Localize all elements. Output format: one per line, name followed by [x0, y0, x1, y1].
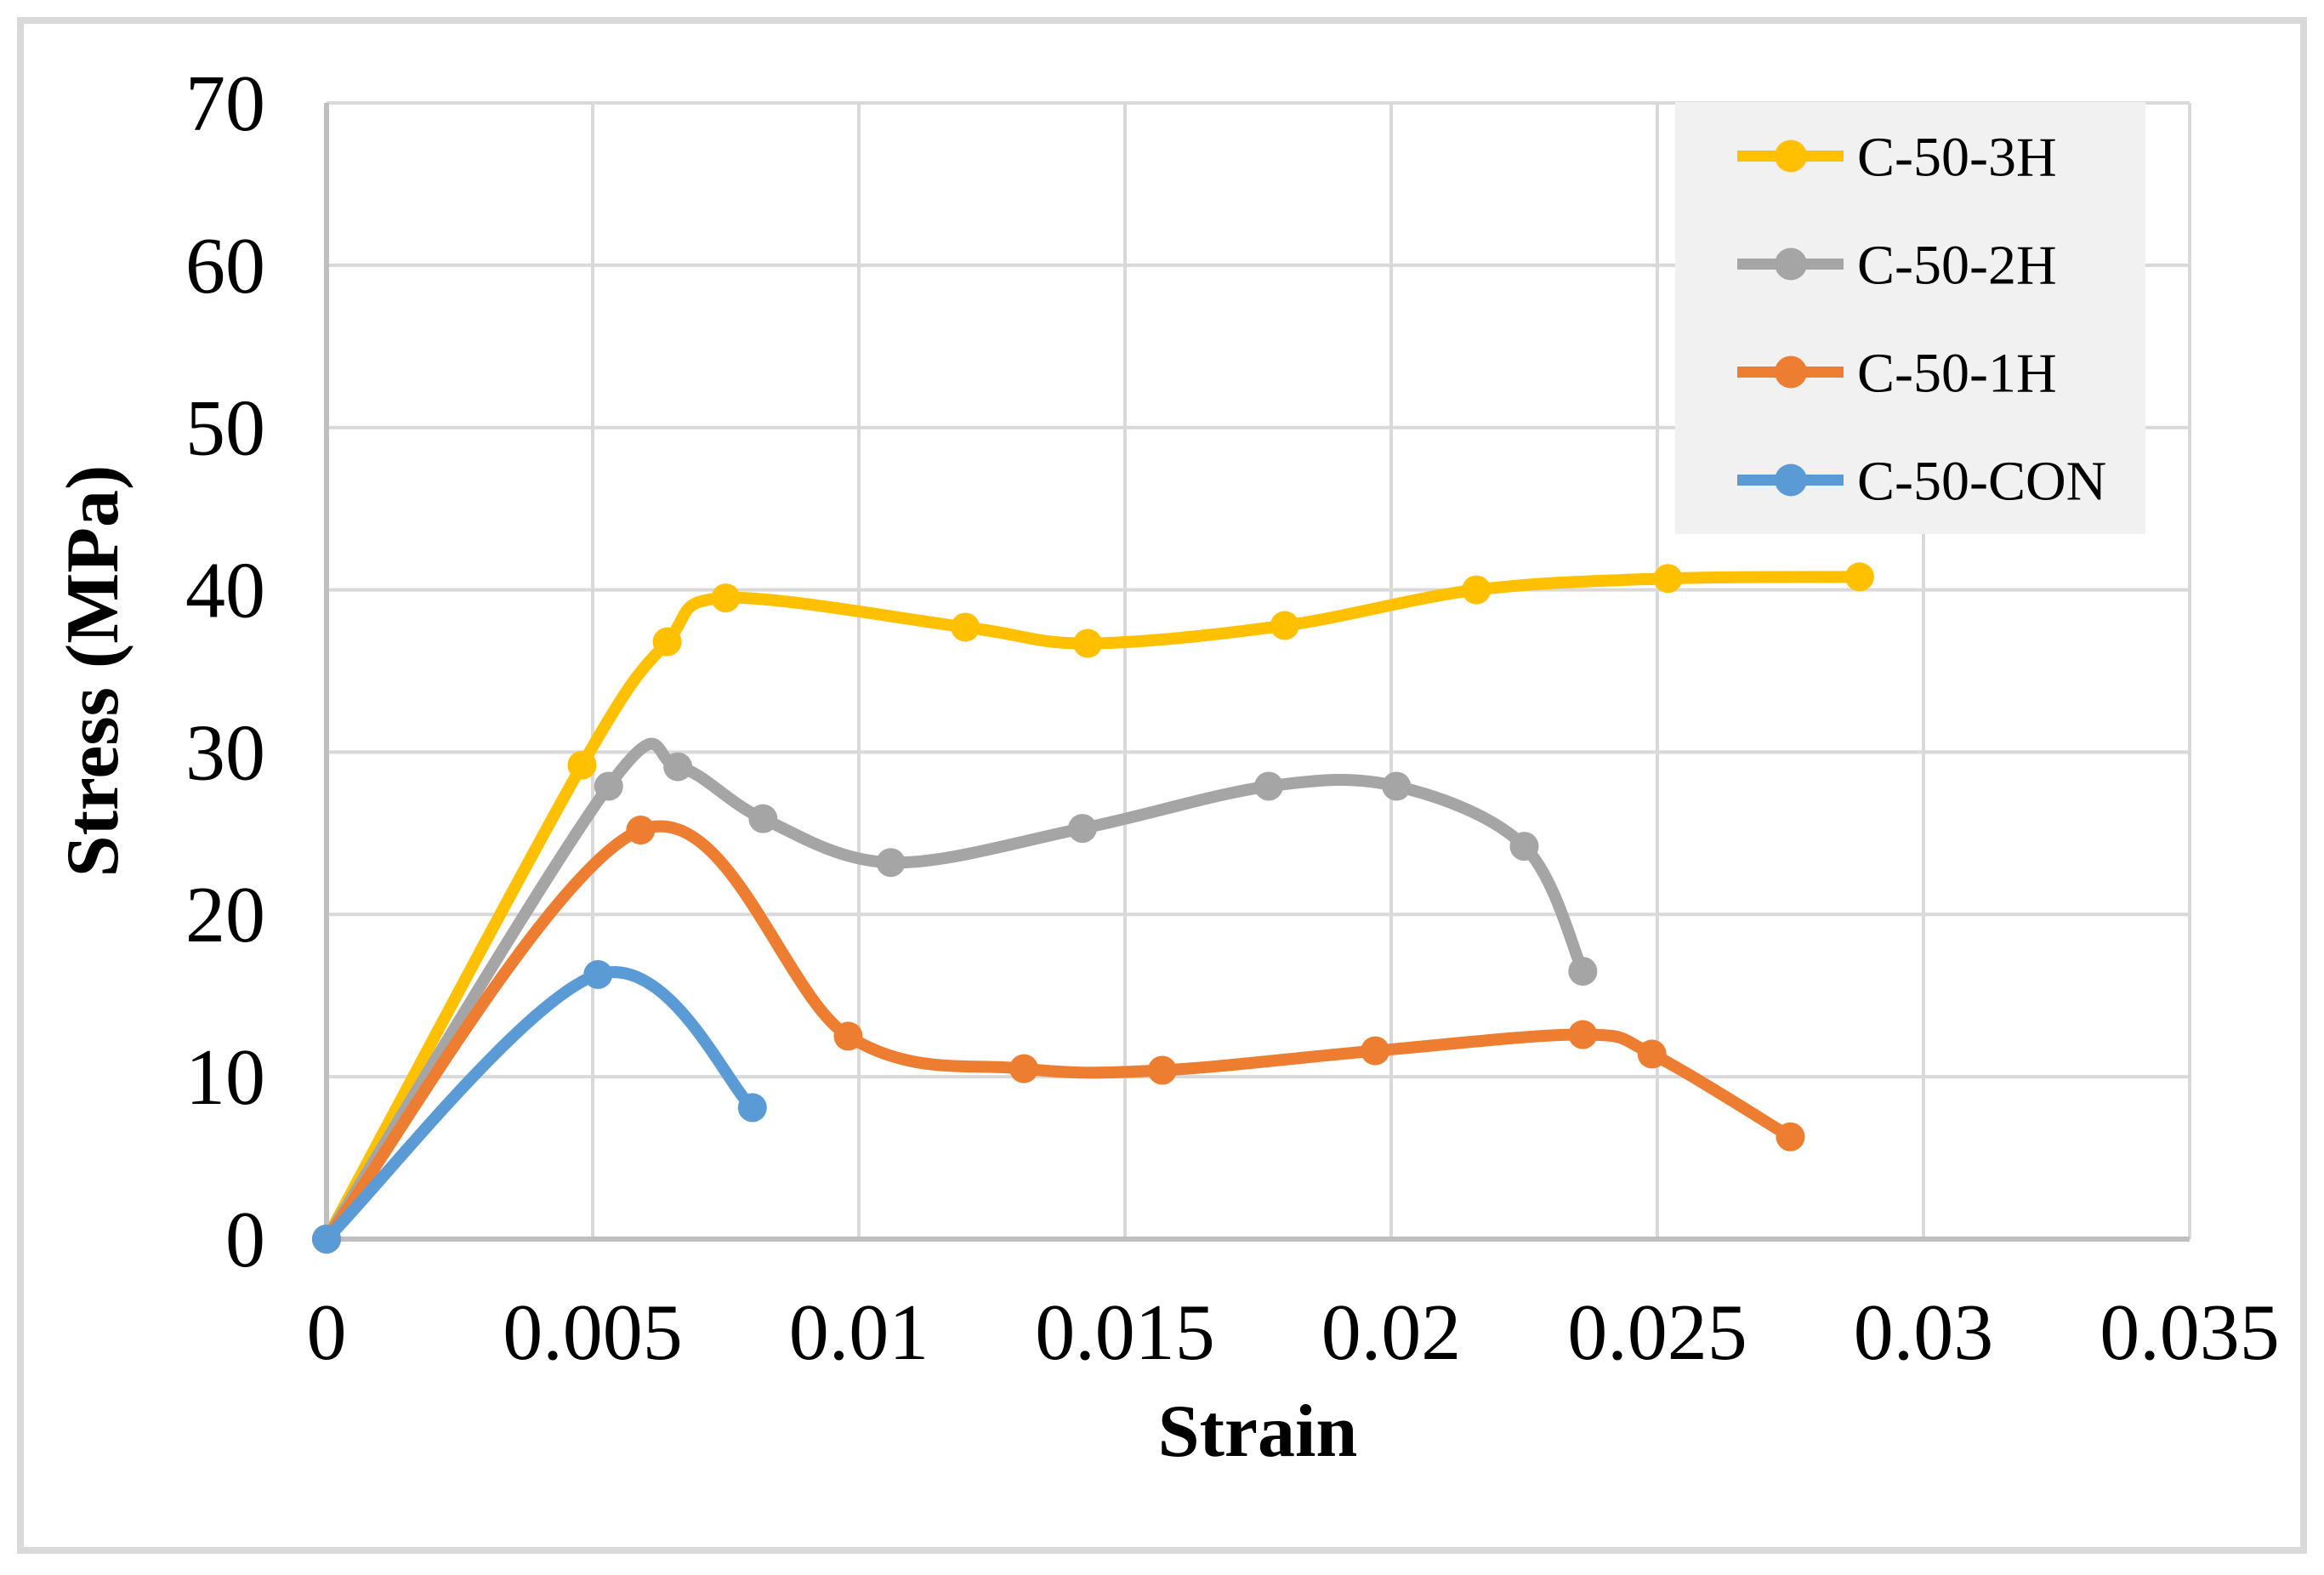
data-series [312, 562, 1874, 1254]
x-tick-label: 0.015 [1035, 1288, 1215, 1377]
data-point-C-50-CON [312, 1225, 341, 1254]
data-point-C-50-1H [1776, 1122, 1805, 1151]
y-tick-label: 30 [185, 708, 265, 797]
data-point-C-50-2H [663, 752, 693, 782]
legend-label: C-50-CON [1857, 451, 2106, 513]
data-point-C-50-1H [1147, 1055, 1177, 1085]
legend-marker [1775, 463, 1807, 497]
data-point-C-50-2H [1568, 957, 1598, 987]
legend-label: C-50-3H [1857, 127, 2057, 189]
y-tick-label: 20 [185, 871, 265, 959]
tick-labels: 0 10 20 30 40 50 60 70 0 0.005 0.01 0.015 0.02 0.025 0… [185, 60, 2280, 1377]
y-tick-label: 50 [185, 384, 265, 473]
legend-box [1675, 102, 2145, 534]
data-point-C-50-2H [1509, 832, 1539, 861]
legend-item-C-50-CON: C-50-CON [1737, 451, 2106, 513]
data-point-C-50-2H [594, 771, 623, 801]
series-line-C-50-1H [321, 820, 1797, 1245]
data-point-C-50-2H [1382, 771, 1412, 801]
data-point-C-50-3H [951, 612, 980, 642]
data-point-C-50-3H [1270, 611, 1299, 640]
y-tick-label: 0 [225, 1196, 265, 1284]
data-point-C-50-1H [1009, 1054, 1039, 1083]
legend: C-50-3H C-50-2H C-50-1H C-50-CON [1675, 102, 2145, 534]
x-tick-label: 0.035 [2100, 1288, 2280, 1377]
legend-item-C-50-3H: C-50-3H [1737, 127, 2057, 189]
axes [324, 103, 2190, 1242]
legend-item-C-50-2H: C-50-2H [1737, 235, 2057, 297]
y-axis-title: Stress (MPa) [52, 465, 134, 878]
x-tick-label: 0.01 [789, 1288, 929, 1377]
data-point-C-50-CON [583, 959, 613, 989]
y-tick-label: 40 [185, 547, 265, 635]
data-point-C-50-3H [652, 627, 682, 657]
legend-label: C-50-2H [1857, 235, 2057, 297]
legend-marker [1775, 247, 1807, 281]
data-point-C-50-2H [1254, 771, 1284, 801]
data-point-C-50-1H [626, 816, 656, 845]
y-tick-label: 60 [185, 222, 265, 310]
x-tick-label: 0 [307, 1288, 347, 1377]
data-point-C-50-CON [737, 1093, 767, 1123]
legend-marker [1775, 139, 1807, 173]
data-point-C-50-3H [711, 583, 741, 613]
y-tick-label: 70 [185, 60, 265, 148]
data-point-C-50-2H [1067, 814, 1097, 844]
chart-outer-border [17, 17, 2307, 1554]
series-C-50-3H [312, 562, 1874, 1254]
x-tick-label: 0.005 [503, 1288, 683, 1377]
data-point-C-50-1H [1637, 1039, 1667, 1069]
legend-label: C-50-1H [1857, 343, 2057, 405]
data-point-C-50-3H [1462, 575, 1492, 605]
legend-item-C-50-1H: C-50-1H [1737, 343, 2057, 405]
data-point-C-50-2H [876, 848, 906, 878]
data-point-C-50-1H [1361, 1036, 1390, 1066]
data-point-C-50-3H [1844, 562, 1874, 592]
x-tick-label: 0.025 [1567, 1288, 1747, 1377]
legend-marker [1775, 355, 1807, 389]
data-point-C-50-1H [833, 1021, 863, 1051]
x-tick-label: 0.03 [1854, 1288, 1994, 1377]
x-tick-label: 0.02 [1321, 1288, 1462, 1377]
data-point-C-50-2H [748, 804, 778, 833]
data-point-C-50-3H [567, 750, 597, 780]
data-point-C-50-1H [1568, 1020, 1598, 1049]
data-point-C-50-3H [1653, 564, 1683, 594]
x-axis-title: Strain [1158, 1390, 1358, 1473]
data-point-C-50-3H [1073, 628, 1103, 658]
y-tick-label: 10 [185, 1033, 265, 1122]
series-C-50-CON [312, 959, 767, 1254]
